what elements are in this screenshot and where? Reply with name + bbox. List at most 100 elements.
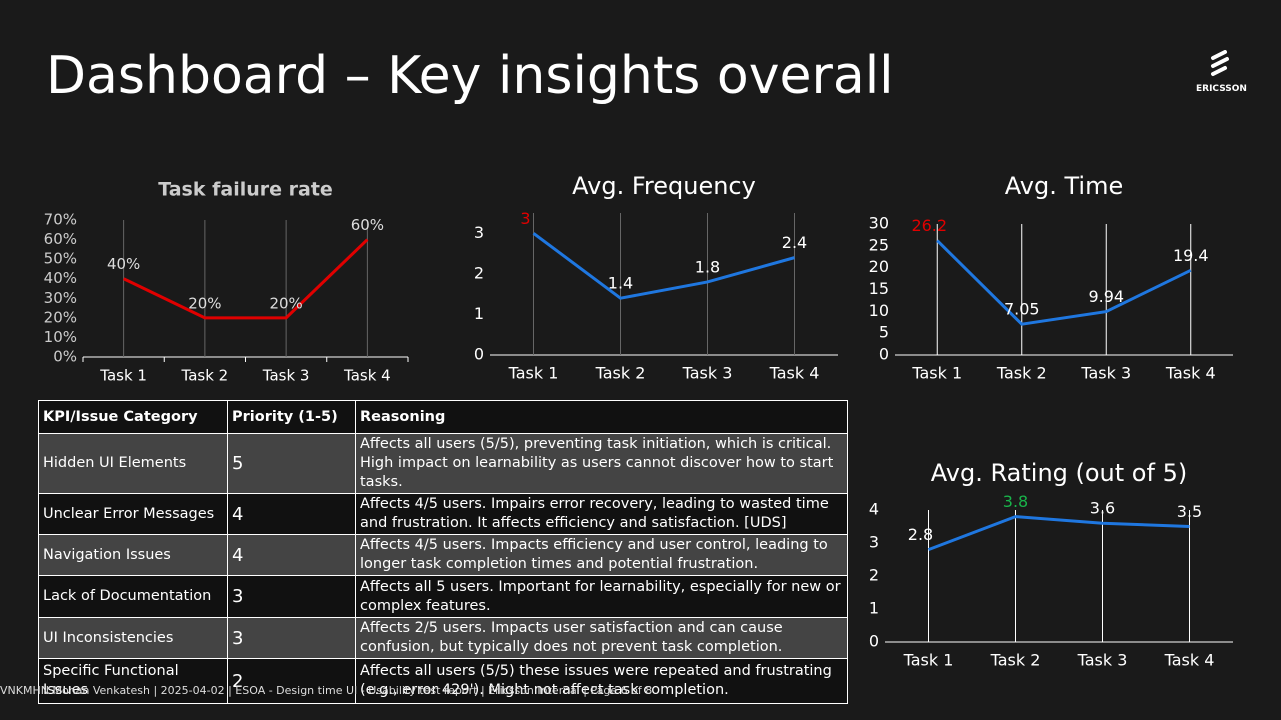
data-label: 3 [520,209,530,228]
y-tick-label: 1 [474,304,484,323]
logo: ERICSSON [1196,50,1247,94]
y-tick-label: 5 [879,323,889,342]
y-tick-label: 3 [474,223,484,242]
header-cell: Reasoning [355,400,848,434]
x-tick-label: Task 2 [181,367,229,385]
logo-text: ERICSSON [1196,84,1247,94]
y-tick-label: 10 [869,301,889,320]
data-line [927,515,1190,552]
category-cell: Unclear Error Messages [38,493,228,535]
chart-title: Avg. Rating (out of 5) [931,459,1187,487]
table-row: Unclear Error Messages 4 Affects 4/5 users… [38,493,848,535]
category-cell: Hidden UI Elements [38,433,228,494]
category-cell: Navigation Issues [38,534,228,576]
reasoning-cell: Affects all users (5/5), preventing task… [355,433,848,494]
x-tick-label: Task 1 [911,364,962,383]
y-tick-label: 60% [44,230,77,248]
x-tick-label: Task 4 [343,367,391,385]
x-tick-label: Task 3 [1080,364,1131,383]
y-tick-label: 70% [44,211,77,229]
chart-title: Avg. Frequency [572,172,756,200]
x-tick-label: Task 2 [996,364,1047,383]
x-tick-label: Task 1 [903,651,954,670]
category-cell: UI Inconsistencies [38,617,228,659]
data-label: 3.5 [1177,502,1202,521]
x-tick-label: Task 3 [262,367,310,385]
header-cell: Priority (1-5) [227,400,356,434]
priority-cell: 4 [227,493,356,535]
y-tick-label: 0 [474,345,484,364]
y-tick-label: 1 [869,599,879,618]
table-row: UI Inconsistencies 3 Affects 2/5 users. Im… [38,617,848,659]
footer: VNKMHN Mohan Venkatesh | 2025-04-02 | ES… [0,684,653,697]
x-tick-label: Task 1 [508,364,559,383]
priority-cell: 5 [227,433,356,494]
kpi-table: KPI/Issue Category Priority (1-5) Reasonin… [38,400,848,704]
data-line [936,239,1192,326]
header-cell: KPI/Issue Category [38,400,228,434]
data-label: 1.8 [695,257,720,276]
y-tick-label: 40% [44,269,77,287]
data-line [532,232,795,300]
data-label: 2.4 [782,233,807,252]
y-tick-label: 30% [44,289,77,307]
data-label: 2.8 [908,525,933,544]
chart-title: Avg. Time [1005,172,1123,200]
data-label: 3.6 [1090,499,1115,518]
priority-cell: 3 [227,575,356,618]
y-tick-label: 30 [869,214,889,233]
priority-cell: 4 [227,534,356,576]
x-tick-label: Task 2 [990,651,1041,670]
slide-title: Dashboard – Key insights overall [46,46,894,106]
table-header: KPI/Issue Category Priority (1-5) Reasonin… [38,400,848,434]
y-tick-label: 50% [44,250,77,268]
priority-cell: 3 [227,617,356,659]
x-tick-label: Task 1 [99,367,147,385]
reasoning-cell: Affects 4/5 users. Impairs error recover… [355,493,848,535]
data-label: 20% [269,294,302,312]
reasoning-cell: Affects all 5 users. Important for learn… [355,575,848,618]
y-tick-label: 0 [879,345,889,364]
data-line [122,238,369,320]
y-tick-label: 20% [44,308,77,326]
y-tick-label: 2 [869,566,879,585]
x-tick-label: Task 4 [1165,364,1216,383]
y-tick-label: 0 [869,632,879,651]
reasoning-cell: Affects all users (5/5) these issues wer… [355,658,848,704]
table-row: Hidden UI Elements 5 Affects all users (5/… [38,433,848,494]
reasoning-cell: Affects 4/5 users. Impacts efficiency an… [355,534,848,576]
y-tick-label: 20 [869,257,889,276]
data-label: 1.4 [608,274,633,293]
reasoning-cell: Affects 2/5 users. Impacts user satisfac… [355,617,848,659]
category-cell: Lack of Documentation [38,575,228,618]
data-label: 9.94 [1088,287,1124,306]
data-label: 20% [188,294,221,312]
y-tick-label: 25 [869,235,889,254]
data-label: 7.05 [1004,300,1040,319]
x-tick-label: Task 3 [1077,651,1128,670]
data-label: 60% [351,216,384,234]
x-tick-label: Task 4 [769,364,820,383]
logo-mark [1211,50,1229,76]
y-tick-label: 4 [869,500,879,519]
y-tick-label: 15 [869,279,889,298]
x-tick-label: Task 4 [1164,651,1215,670]
y-tick-label: 0% [53,348,77,366]
data-label: 3.8 [1003,492,1028,511]
y-tick-label: 10% [44,328,77,346]
data-label: 19.4 [1173,246,1209,265]
table-row: Navigation Issues 4 Affects 4/5 users. Imp… [38,534,848,576]
data-label: 26.2 [911,216,947,235]
priority-cell: 2 [227,658,356,704]
chart-title: Task failure rate [158,179,333,201]
x-tick-label: Task 2 [595,364,646,383]
category-cell: Specific Functional Issues [38,658,228,704]
y-tick-label: 3 [869,533,879,552]
table-row: Lack of Documentation 3 Affects all 5 user… [38,575,848,618]
x-tick-label: Task 3 [682,364,733,383]
table-row: Specific Functional Issues 2 Affects all u… [38,658,848,704]
data-label: 40% [107,255,140,273]
y-tick-label: 2 [474,263,484,282]
